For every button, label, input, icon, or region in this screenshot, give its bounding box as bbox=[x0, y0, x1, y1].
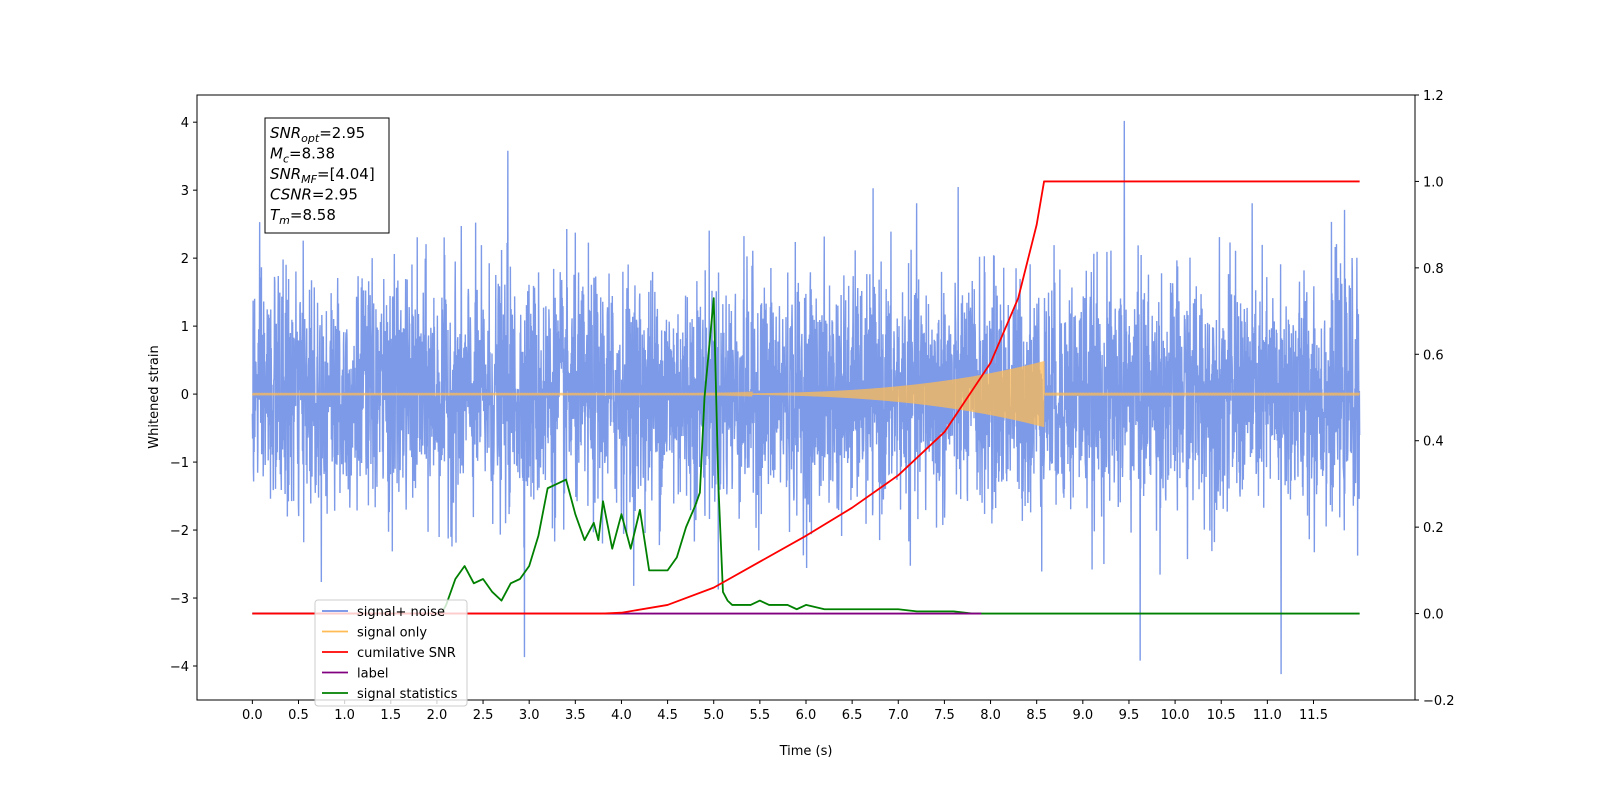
y-left-tick-label: 0 bbox=[181, 388, 189, 403]
x-tick-label: 2.5 bbox=[473, 708, 494, 723]
annotation-line: SNRMF=[4.04] bbox=[270, 165, 375, 186]
annotation-symbol: T bbox=[270, 206, 281, 224]
x-tick-label: 8.0 bbox=[980, 708, 1001, 723]
annotation-line: Mc=8.38 bbox=[270, 145, 335, 166]
annotation-subscript: opt bbox=[301, 132, 320, 145]
annotation-symbol: SNR bbox=[270, 124, 301, 142]
legend-label: signal only bbox=[357, 626, 427, 641]
x-tick-label: 4.5 bbox=[657, 708, 678, 723]
annotation-line: CSNR=2.95 bbox=[270, 186, 358, 204]
y-axis-title: Whitened strain bbox=[147, 345, 162, 448]
x-tick-label: 7.5 bbox=[934, 708, 955, 723]
annotation-line: Tm=8.58 bbox=[270, 206, 336, 227]
x-tick-label: 6.5 bbox=[842, 708, 863, 723]
legend-frame bbox=[314, 599, 468, 707]
series-cumulative-snr bbox=[252, 180, 1360, 615]
legend-label: cumilative SNR bbox=[357, 646, 456, 661]
y-left-tick-label: −3 bbox=[170, 592, 189, 607]
annotation-value: =2.95 bbox=[312, 186, 358, 204]
annotation-subscript: m bbox=[279, 214, 290, 227]
plot-area bbox=[251, 120, 1361, 675]
legend-label: signal+ noise bbox=[357, 605, 445, 620]
y-axis-left: 4 3 2 1 0 −1 −2 −3 −4 bbox=[170, 116, 197, 675]
series-signal-plus-noise bbox=[251, 120, 1361, 675]
annotation-line: SNRopt=2.95 bbox=[270, 124, 365, 145]
x-tick-label: 2.0 bbox=[427, 708, 448, 723]
y-right-tick-label: 0.8 bbox=[1423, 262, 1444, 277]
x-tick-label: 0.0 bbox=[242, 708, 263, 723]
x-tick-label: 1.5 bbox=[380, 708, 401, 723]
y-left-tick-label: −2 bbox=[170, 524, 189, 539]
x-tick-label: 5.0 bbox=[703, 708, 724, 723]
x-tick-label: 11.5 bbox=[1299, 708, 1328, 723]
legend-label: signal statistics bbox=[357, 687, 458, 702]
y-left-tick-label: 2 bbox=[181, 252, 189, 267]
x-tick-label: 8.5 bbox=[1026, 708, 1047, 723]
annotation-frame bbox=[264, 117, 390, 234]
legend-label: label bbox=[357, 667, 388, 682]
y-axis-right: 1.2 1.0 0.8 0.6 0.4 0.2 0.0 −0.2 bbox=[1415, 89, 1455, 709]
x-tick-label: 6.0 bbox=[796, 708, 817, 723]
x-tick-label: 9.5 bbox=[1119, 708, 1140, 723]
x-axis-title: Time (s) bbox=[779, 744, 833, 759]
legend: signal+ noise signal only cumilative SNR la… bbox=[314, 599, 468, 707]
y-right-tick-label: 1.0 bbox=[1423, 175, 1444, 190]
x-tick-label: 9.0 bbox=[1072, 708, 1093, 723]
y-left-tick-label: −1 bbox=[170, 456, 189, 471]
annotation-value: =2.95 bbox=[319, 124, 365, 142]
x-tick-label: 11.0 bbox=[1253, 708, 1282, 723]
annotation-subscript: c bbox=[283, 153, 289, 166]
annotation-subscript: MF bbox=[301, 173, 317, 186]
annotation-value: =8.38 bbox=[289, 145, 335, 163]
x-tick-label: 7.0 bbox=[888, 708, 909, 723]
annotation-symbol: M bbox=[270, 145, 283, 163]
y-right-tick-label: 0.2 bbox=[1423, 521, 1444, 536]
y-right-tick-label: −0.2 bbox=[1423, 694, 1455, 709]
y-right-tick-label: 0.0 bbox=[1423, 608, 1444, 623]
y-left-tick-label: 1 bbox=[181, 320, 189, 335]
y-left-tick-label: −4 bbox=[170, 660, 189, 675]
x-axis: 0.0 0.5 1.0 1.5 2.0 2.5 3.0 3.5 4.0 4.5 5.0 5.5 6.0 6… bbox=[242, 700, 1328, 723]
annotation-value: =8.58 bbox=[290, 206, 336, 224]
y-right-tick-label: 1.2 bbox=[1423, 89, 1444, 104]
y-left-tick-label: 3 bbox=[181, 184, 189, 199]
annotation-box: SNRopt=2.95Mc=8.38SNRMF=[4.04]CSNR=2.95T… bbox=[264, 117, 390, 234]
annotation-symbol: CSNR bbox=[270, 186, 312, 204]
x-tick-label: 10.0 bbox=[1161, 708, 1190, 723]
x-tick-label: 4.0 bbox=[611, 708, 632, 723]
x-tick-label: 10.5 bbox=[1207, 708, 1236, 723]
series-signal-statistics bbox=[252, 297, 1360, 615]
y-right-tick-label: 0.6 bbox=[1423, 348, 1444, 363]
y-left-tick-label: 4 bbox=[181, 116, 189, 131]
annotation-value: =[4.04] bbox=[317, 165, 375, 183]
x-tick-label: 3.0 bbox=[519, 708, 540, 723]
x-tick-label: 0.5 bbox=[288, 708, 309, 723]
x-tick-label: 3.5 bbox=[565, 708, 586, 723]
annotation-symbol: SNR bbox=[270, 165, 301, 183]
x-tick-label: 5.5 bbox=[750, 708, 771, 723]
y-right-tick-label: 0.4 bbox=[1423, 435, 1444, 450]
series-signal-only bbox=[251, 361, 1361, 427]
x-tick-label: 1.0 bbox=[334, 708, 355, 723]
